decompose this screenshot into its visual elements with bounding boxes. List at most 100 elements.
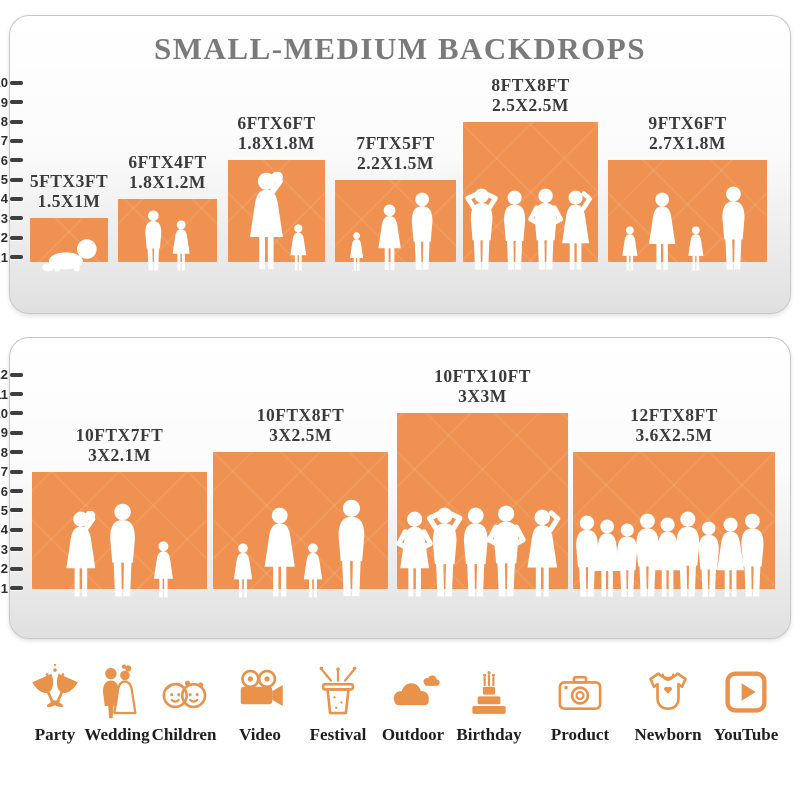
bar-size-metric: 3X3M	[458, 386, 507, 407]
ruler-tick-number: 1	[0, 580, 8, 596]
category-item: Wedding	[67, 662, 167, 745]
ruler-tick	[10, 119, 23, 124]
person-silhouette	[102, 503, 143, 604]
bar-size-metric: 1.5X1M	[37, 191, 101, 212]
category-item: Video	[210, 662, 310, 745]
page-title: SMALL-MEDIUM BACKDROPS	[154, 31, 646, 66]
person-silhouette	[650, 517, 685, 604]
bar-size-feet: 10FTX8FT	[256, 405, 345, 426]
person-silhouette	[692, 521, 725, 604]
ruler-tick-number: 12	[0, 367, 8, 383]
bar-size-feet: 10FTX10FT	[434, 366, 531, 387]
birthday-icon	[439, 662, 539, 720]
person-silhouette	[523, 509, 565, 604]
person-silhouette	[669, 511, 707, 604]
person-silhouette	[151, 541, 176, 604]
category-label: Product	[550, 725, 610, 744]
ruler-tick	[10, 372, 23, 377]
person-silhouette	[62, 510, 100, 604]
ruler-tick	[10, 216, 23, 221]
bar-size-label: 12FTX8FT 3.6X2.5M	[564, 405, 784, 445]
bar-size-feet: 10FTX7FT	[75, 424, 164, 445]
ruler-tick-number: 5	[0, 502, 8, 518]
bar-size-feet: 9FTX6FT	[648, 113, 727, 134]
bar-size-metric: 2.5X2.5M	[492, 94, 569, 115]
person-silhouette	[645, 192, 679, 277]
ruler-tick-number: 9	[0, 94, 8, 110]
bar-size-metric: 1.8X1.8M	[238, 133, 315, 154]
bar-size-feet: 6FTX6FT	[237, 113, 316, 134]
person-silhouette	[348, 232, 365, 277]
ruler-tick-number: 1	[0, 249, 8, 265]
ruler-tick	[10, 255, 23, 259]
ruler-tick-number: 5	[0, 172, 8, 188]
bar-size-label: 10FTX8FT 3X2.5M	[191, 405, 411, 445]
category-label: Festival	[309, 725, 367, 744]
person-silhouette	[288, 224, 309, 277]
person-silhouette	[170, 220, 192, 277]
newborn-icon	[618, 662, 718, 720]
ruler-tick-number: 2	[0, 561, 8, 577]
ruler-tick	[10, 566, 23, 571]
category-item: Product	[530, 662, 630, 745]
ruler-tick	[10, 196, 23, 201]
person-silhouette	[41, 236, 100, 277]
person-silhouette	[456, 507, 495, 604]
person-silhouette	[715, 186, 752, 277]
person-silhouette	[558, 190, 597, 277]
bar-size-feet: 6FTX4FT	[128, 151, 207, 172]
category-label: Party	[34, 725, 76, 744]
youtube-icon	[696, 662, 796, 720]
bar-size-metric: 3X2.5M	[269, 425, 332, 446]
bar-size-metric: 3X2.1M	[88, 444, 151, 465]
festival-icon	[288, 662, 388, 720]
category-label: Birthday	[456, 725, 522, 744]
category-item: YouTube	[696, 662, 796, 745]
ruler-tick-number: 10	[0, 75, 8, 91]
person-silhouette	[392, 511, 437, 604]
bar-size-label: 10FTX7FT 3X2.1M	[10, 425, 230, 465]
ruler-tick	[10, 392, 23, 396]
ruler-tick-number: 9	[0, 425, 8, 441]
bar-size-label: 10FTX10FT 3X3M	[373, 366, 593, 406]
person-silhouette	[524, 188, 567, 277]
video-icon	[210, 662, 310, 720]
category-item: Festival	[288, 662, 388, 745]
person-silhouette	[590, 519, 624, 604]
ruler-tick	[10, 450, 23, 455]
category-item: Newborn	[618, 662, 718, 745]
ruler-tick	[10, 547, 23, 552]
person-silhouette	[330, 499, 373, 604]
person-silhouette	[686, 226, 706, 277]
ruler-tick-number: 2	[0, 230, 8, 246]
person-silhouette	[245, 171, 288, 277]
ruler-tick-number: 7	[0, 133, 8, 149]
ruler-tick	[10, 586, 23, 590]
category-label: Outdoor	[381, 725, 445, 744]
ruler-tick	[10, 158, 23, 163]
ruler-tick	[10, 527, 23, 532]
ruler-tick	[10, 489, 23, 493]
category-label: Newborn	[634, 725, 702, 744]
bar-size-feet: 5FTX3FT	[29, 171, 109, 192]
outdoor-icon	[363, 662, 463, 720]
person-silhouette	[611, 523, 644, 604]
category-label: YouTube	[713, 725, 779, 744]
ruler-tick	[10, 469, 23, 474]
person-silhouette	[734, 513, 771, 604]
ruler-tick	[10, 138, 23, 143]
bar-size-label: 7FTX5FT 2.2X1.5M	[286, 133, 506, 173]
person-silhouette	[713, 517, 748, 604]
bar-size-label: 9FTX6FT 2.7X1.8M	[578, 113, 798, 153]
party-icon	[5, 662, 105, 720]
bar-size-metric: 1.8X1.2M	[129, 171, 206, 192]
ruler-tick	[10, 235, 23, 240]
person-silhouette	[629, 513, 666, 604]
bar-size-feet: 12FTX8FT	[630, 405, 718, 426]
ruler-tick	[10, 177, 23, 182]
bar-size-feet: 7FTX5FT	[356, 132, 435, 153]
person-silhouette	[421, 507, 468, 604]
ruler-tick-number: 6	[0, 152, 8, 168]
person-silhouette	[460, 188, 503, 277]
ruler-tick-number: 3	[0, 210, 8, 226]
